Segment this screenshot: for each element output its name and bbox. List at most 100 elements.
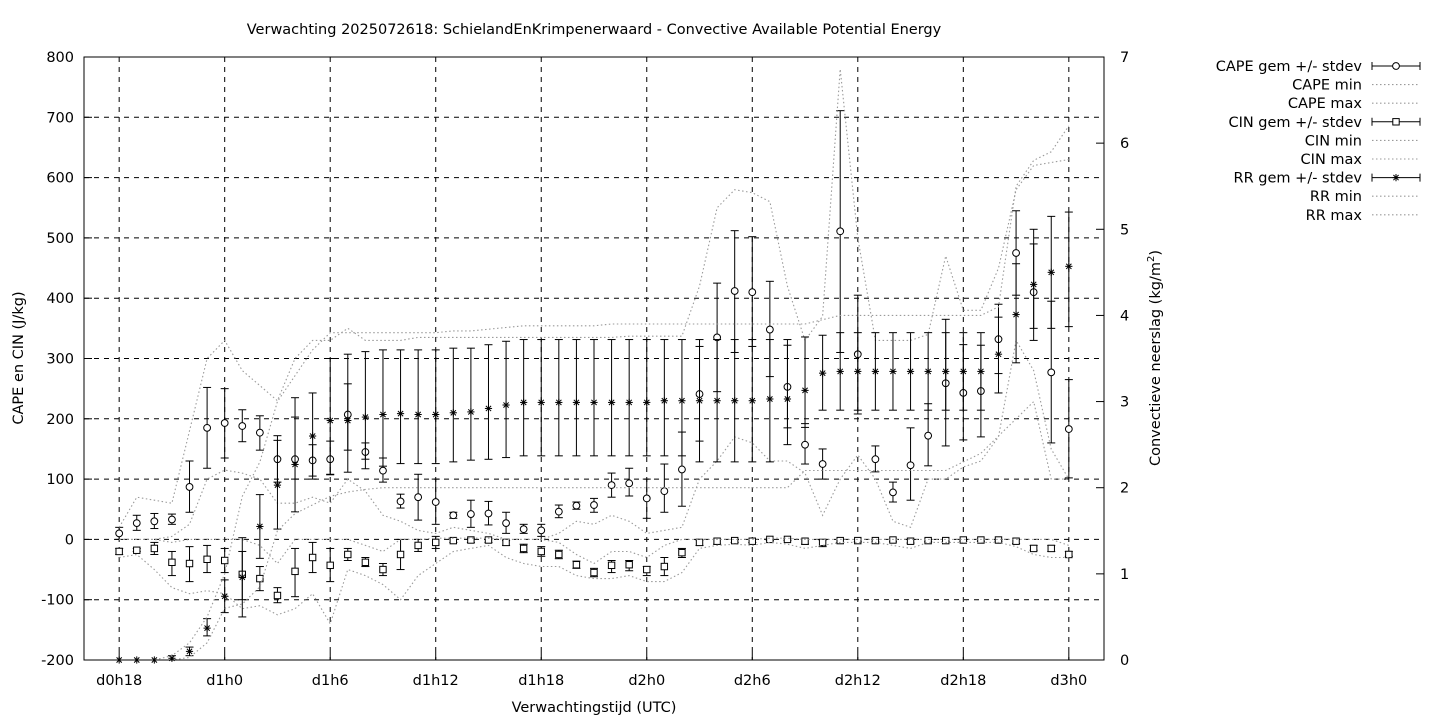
errorbar-point <box>625 467 634 497</box>
errorbar-point <box>677 547 686 558</box>
x-axis-label: Verwachtingstijd (UTC) <box>512 700 677 716</box>
mean-marker <box>238 573 246 581</box>
legend-entry: RR gem +/- stdev <box>1234 171 1421 187</box>
y2-tick-label: 6 <box>1120 136 1129 152</box>
mean-marker <box>994 350 1003 358</box>
mean-marker <box>766 395 774 403</box>
errorbar-point <box>801 423 810 465</box>
errorbar-point <box>255 415 264 451</box>
mean-marker <box>836 227 845 236</box>
errorbar-point <box>660 339 669 457</box>
errorbar-point <box>308 392 317 480</box>
star-stroke <box>942 368 949 375</box>
star-stroke <box>696 397 703 404</box>
legend-entry: CAPE gem +/- stdev <box>1216 59 1421 75</box>
star-stroke <box>327 417 334 424</box>
errorbar-point <box>414 349 423 465</box>
errorbar-point <box>132 546 141 554</box>
errorbar-point <box>625 339 634 457</box>
axes: -200 -100 0 100 200 300 400 500 600 700 800 0 1 2 3 4 5 6… <box>41 50 1129 689</box>
mean-marker <box>344 416 352 425</box>
x-tick-label: d0h18 <box>96 673 142 689</box>
errorbar-point <box>888 481 897 503</box>
mean-marker <box>308 553 317 562</box>
mean-marker <box>748 288 757 297</box>
star-stroke <box>573 399 580 406</box>
star-stroke <box>450 409 457 416</box>
x-tick-label: d3h0 <box>1050 673 1087 689</box>
errorbar-point <box>906 427 915 501</box>
errorbar-point <box>765 339 774 463</box>
mean-marker <box>643 398 651 407</box>
errorbar-point <box>625 560 634 572</box>
errorbar-point <box>1047 544 1056 553</box>
mean-marker <box>1029 544 1038 553</box>
mean-marker <box>819 369 827 377</box>
mean-marker <box>449 536 458 545</box>
mean-marker <box>959 536 968 544</box>
mean-marker <box>168 558 176 567</box>
mean-marker <box>273 591 282 600</box>
mean-marker <box>590 568 598 577</box>
errorbar-point <box>361 351 370 470</box>
star-stroke <box>467 408 474 415</box>
errorbar-point <box>220 388 229 459</box>
mean-marker <box>572 501 581 510</box>
mean-marker <box>765 325 774 334</box>
y-tick-label: 300 <box>46 352 74 368</box>
mean-marker <box>220 556 229 565</box>
y2-tick-label: 7 <box>1120 50 1129 66</box>
errorbar-point <box>924 403 933 467</box>
errorbar-point <box>378 563 387 577</box>
mean-marker <box>273 481 282 489</box>
mean-marker <box>414 410 422 419</box>
errorbar-point <box>449 511 458 520</box>
errorbar-point <box>431 349 440 465</box>
errorbar-point <box>959 536 968 544</box>
y2-axis-label-sup: 2 <box>1146 256 1157 262</box>
errorbar-point <box>220 579 229 614</box>
mean-marker <box>748 397 756 405</box>
star-stroke <box>362 414 369 421</box>
star-stroke <box>520 399 527 406</box>
mean-marker <box>484 509 493 518</box>
mean-marker <box>801 386 809 394</box>
mean-marker <box>906 461 915 470</box>
errorbar-point <box>642 339 651 457</box>
y-tick-label: 200 <box>46 412 74 428</box>
mean-marker <box>1012 537 1020 545</box>
star-stroke <box>503 402 510 408</box>
mean-marker <box>326 416 334 425</box>
errorbar-point <box>853 536 862 545</box>
y-tick-label: 0 <box>65 532 74 548</box>
y2-tick-label: 4 <box>1120 308 1129 324</box>
mean-marker <box>660 562 669 571</box>
errorbar-point <box>167 550 176 577</box>
star-stroke <box>221 593 228 600</box>
errorbar-point <box>1064 379 1073 479</box>
mean-marker <box>889 488 897 497</box>
mean-marker <box>607 398 616 407</box>
errorbar-point <box>466 499 475 528</box>
mean-marker <box>590 398 598 407</box>
x-tick-label: d1h12 <box>413 673 459 689</box>
errorbar-point <box>255 494 264 559</box>
mean-marker <box>1064 425 1073 433</box>
mean-marker <box>713 537 721 545</box>
errorbar-point <box>554 504 563 519</box>
mean-marker <box>766 535 774 544</box>
mean-marker <box>432 538 440 547</box>
errorbar-point <box>713 537 722 545</box>
errorbar-point <box>203 386 212 469</box>
legend-entry: CAPE max <box>1288 96 1420 112</box>
errorbar-point <box>1064 550 1073 559</box>
mean-marker <box>731 397 739 405</box>
legend-label: RR gem +/- stdev <box>1234 171 1363 187</box>
chart-title: Verwachting 2025072618: SchielandEnKrimp… <box>247 22 942 38</box>
errorbar-point <box>220 547 229 574</box>
star-stroke <box>661 397 668 404</box>
mean-marker <box>396 410 405 418</box>
errorbar-point <box>484 536 493 544</box>
mean-marker <box>695 538 704 547</box>
mean-marker <box>467 536 475 544</box>
